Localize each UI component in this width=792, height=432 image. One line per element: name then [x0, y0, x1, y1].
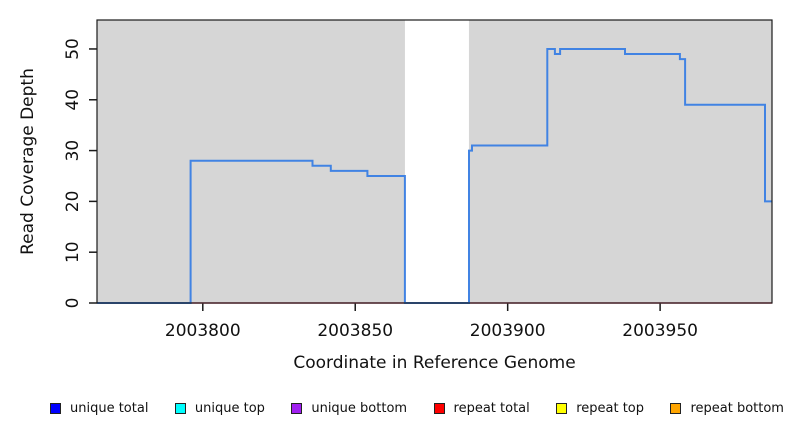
legend-item: unique top [174, 400, 265, 416]
plot-frame [96, 19, 773, 304]
y-tick-label: 10 [63, 241, 83, 263]
legend-label: unique top [194, 400, 265, 416]
legend-swatch-icon [174, 402, 186, 414]
y-tick-label: 50 [63, 38, 83, 60]
legend-item: repeat total [433, 400, 530, 416]
y-tick-label: 40 [63, 89, 83, 111]
legend-label: repeat total [453, 400, 530, 416]
legend-item: repeat bottom [670, 401, 784, 416]
series-line-unique-total [97, 48, 772, 304]
coverage-plot: 2003800 2003850 2003900 2003950 0 10 20 30 40 50 R… [18, 19, 773, 341]
x-tick-label: 2003900 [470, 321, 546, 341]
legend-swatch-icon [433, 402, 445, 414]
x-tick-label: 2003950 [622, 321, 698, 341]
y-tick-label: 20 [63, 191, 83, 213]
y-tick-label: 30 [63, 140, 83, 162]
legend: unique total unique top unique bottom repea… [50, 397, 784, 419]
shaded-region [468, 20, 772, 303]
x-tick-label: 2003850 [317, 321, 393, 341]
legend-label: unique total [70, 400, 149, 416]
y-tick-label: 0 [63, 298, 83, 309]
legend-item: unique bottom [291, 401, 407, 416]
legend-label: unique bottom [311, 400, 408, 416]
legend-swatch-icon [291, 402, 303, 414]
legend-label: repeat bottom [690, 400, 784, 416]
legend-label: repeat top [576, 400, 644, 416]
legend-item: unique total [50, 401, 148, 416]
legend-swatch-icon [556, 402, 568, 414]
x-tick-label: 2003800 [165, 321, 241, 341]
legend-item: repeat top [556, 401, 644, 416]
legend-swatch-icon [670, 402, 682, 414]
legend-swatch-icon [50, 402, 61, 414]
y-axis-title: Read Coverage Depth [18, 68, 38, 255]
x-axis-title: Coordinate in Reference Genome [293, 353, 576, 373]
